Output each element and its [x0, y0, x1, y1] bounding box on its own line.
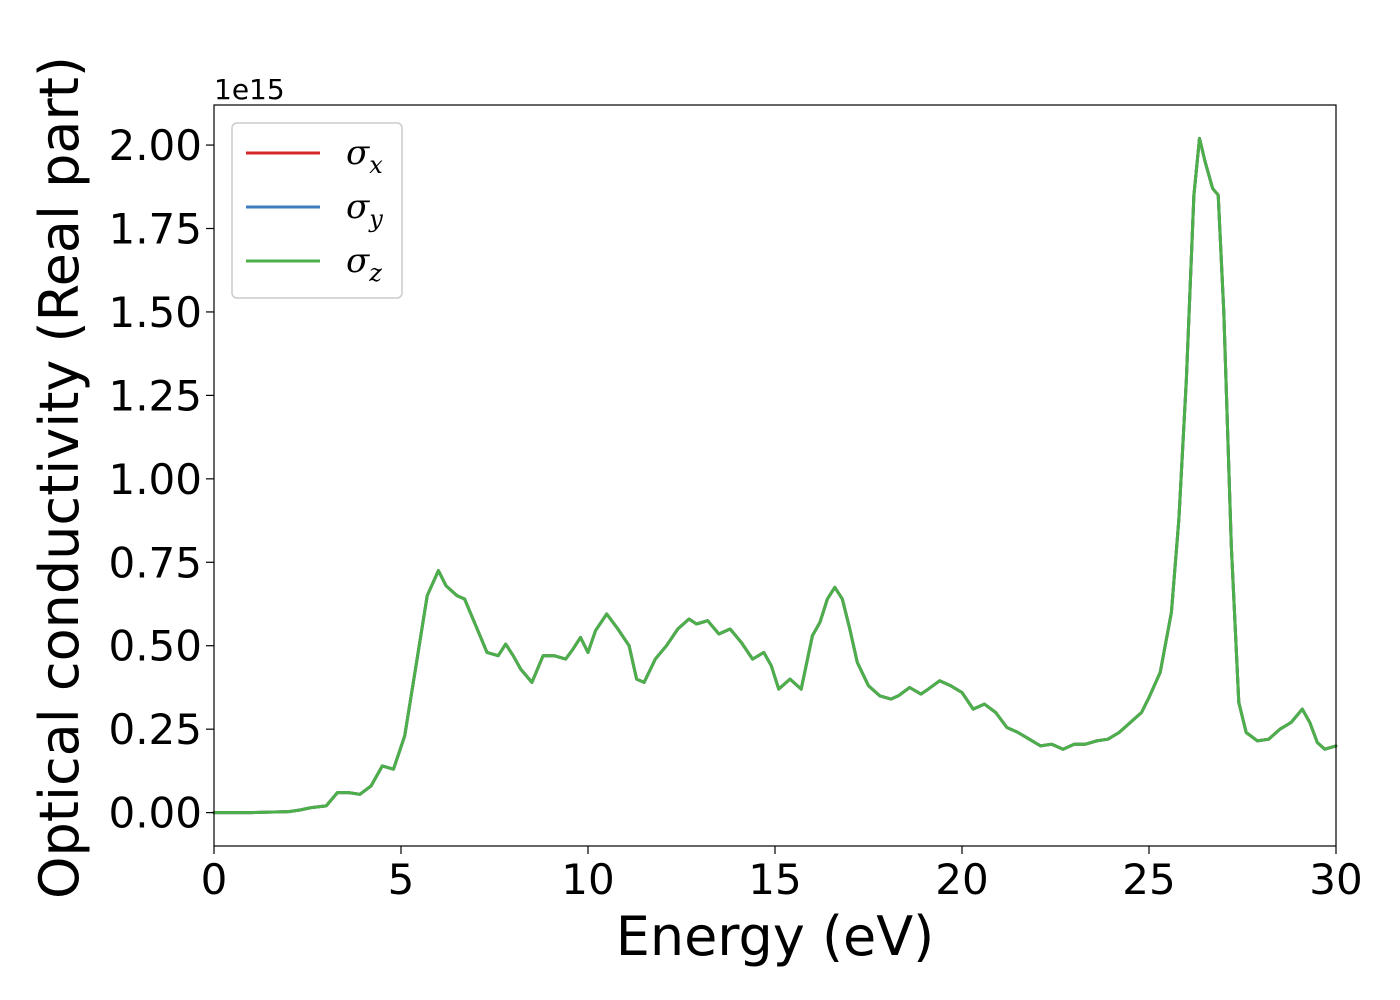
x-tick-label: 20	[935, 855, 988, 904]
y-tick-label: 2.00	[108, 121, 202, 170]
y-tick-label: 1.25	[108, 371, 202, 420]
y-tick-label: 0.25	[108, 705, 202, 754]
x-axis: 0 5 10 15 20 25 30	[201, 846, 1363, 904]
legend-label-1: σy	[346, 187, 383, 233]
x-tick-label: 30	[1309, 855, 1362, 904]
series-line-2	[212, 136, 1338, 815]
x-tick-label: 15	[748, 855, 801, 904]
y-tick-label: 1.50	[108, 288, 202, 337]
x-tick-label: 5	[388, 855, 415, 904]
legend-label-0: σx	[346, 133, 383, 179]
y-axis-label: Optical conductivity (Real part)	[28, 56, 91, 899]
x-tick-label: 25	[1122, 855, 1175, 904]
y-tick-label: 0.50	[108, 622, 202, 671]
y-tick-label: 1.75	[108, 205, 202, 254]
series-layer	[212, 136, 1338, 815]
legend-label-2: σz	[346, 241, 382, 287]
y-tick-label: 0.75	[108, 538, 202, 587]
y-offset-label: 1e15	[214, 73, 285, 106]
x-axis-label: Energy (eV)	[616, 905, 935, 968]
y-axis: 0.00 0.25 0.50 0.75 1.00 1.25 1.50 1.75 2.00	[108, 121, 214, 838]
legend-box	[231, 122, 403, 299]
y-tick-label: 1.00	[108, 455, 202, 504]
legend: σx σy σz	[231, 122, 403, 299]
x-tick-label: 0	[201, 855, 228, 904]
y-tick-label: 0.00	[108, 789, 202, 838]
x-tick-label: 10	[561, 855, 614, 904]
